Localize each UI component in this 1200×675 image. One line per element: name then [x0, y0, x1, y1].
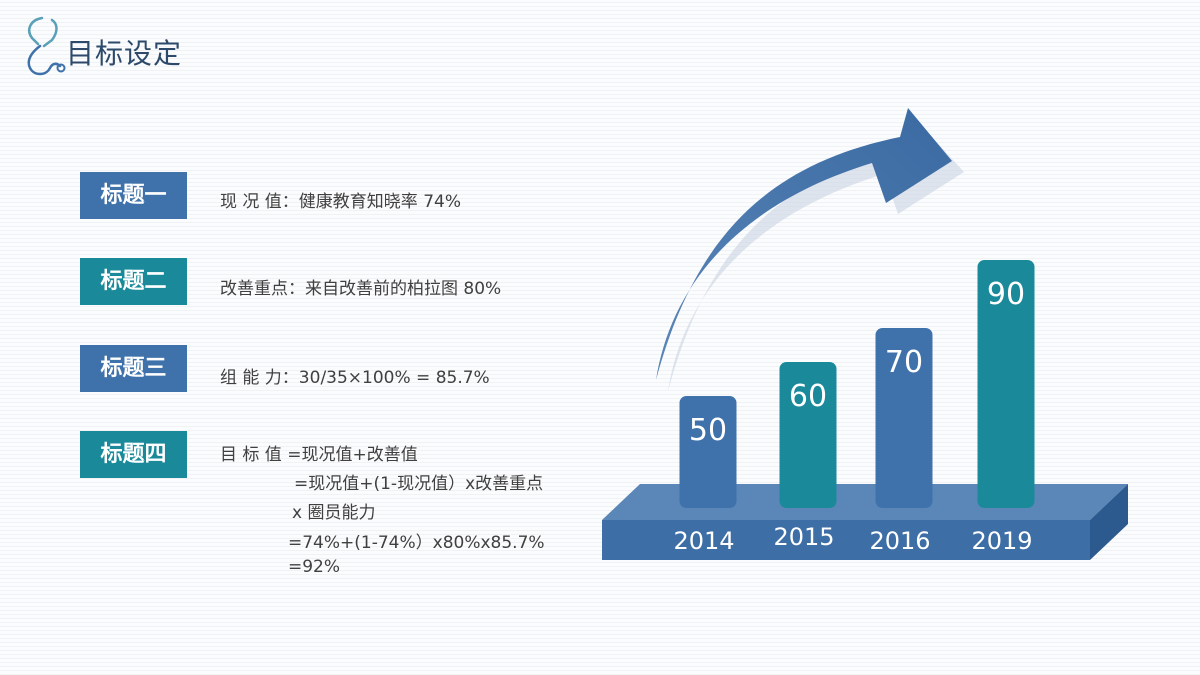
tag-item-1: 标题一	[80, 172, 187, 219]
platform-side	[1090, 484, 1128, 560]
stethoscope-icon	[27, 16, 66, 76]
formula-line-5: =92%	[288, 557, 341, 577]
platform-front	[602, 520, 1090, 560]
item-1-text: 现 况 值：健康教育知晓率 74%	[220, 192, 461, 212]
tag-item-4: 标题四	[80, 431, 187, 478]
bars-group: 50 60 70 90	[679, 260, 1035, 508]
bar-2015	[779, 362, 837, 508]
bar-value-label-2016: 70	[885, 345, 923, 380]
header: 目标设定	[22, 14, 422, 78]
formula-line-4: =74%+(1-74%）x80%x85.7%	[288, 533, 545, 553]
page-title: 目标设定	[66, 37, 183, 70]
bar-2016	[875, 328, 933, 508]
bar-value-label-2014: 50	[689, 413, 727, 448]
tag-item-2: 标题二	[80, 258, 187, 305]
formula-line-2: =现况值+(1-现况值）x改善重点	[294, 474, 544, 494]
bar-2014	[679, 396, 737, 508]
bar-value-label-2019: 90	[987, 277, 1025, 312]
x-tick-label-2014: 2014	[673, 527, 734, 555]
formula-line-3: x 圈员能力	[292, 503, 376, 523]
item-2-text: 改善重点：来自改善前的柏拉图 80%	[220, 279, 502, 299]
trend-arrow	[656, 108, 952, 380]
tag-item-3: 标题三	[80, 345, 187, 392]
x-tick-label-2019: 2019	[971, 527, 1032, 555]
item-3-text: 组 能 力：30/35×100% = 85.7%	[220, 368, 490, 388]
x-tick-labels: 2014 2015 2016 2019	[673, 523, 1032, 555]
bar-2019	[977, 260, 1035, 508]
formula-line-1: 目 标 值 =现况值+改善值	[220, 445, 418, 465]
x-tick-label-2015: 2015	[773, 523, 834, 551]
x-tick-label-2016: 2016	[869, 527, 930, 555]
bar-value-label-2015: 60	[789, 379, 827, 414]
